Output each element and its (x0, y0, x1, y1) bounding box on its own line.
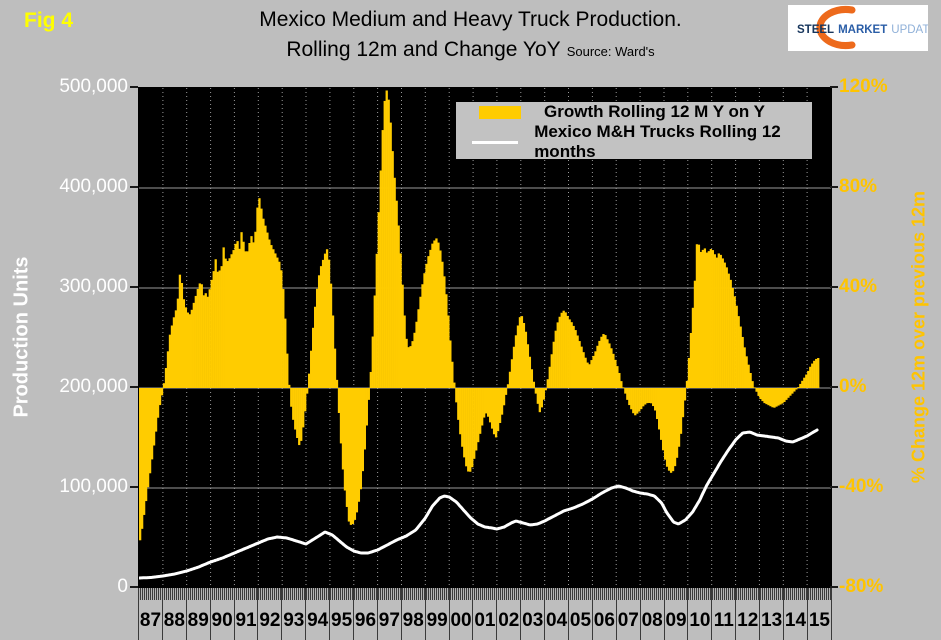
left-axis-tick-label: 500,000 (59, 76, 128, 97)
chart-subtitle: Rolling 12m and Change YoY Source: Ward's (0, 38, 941, 62)
right-axis-tick-label: -40% (839, 476, 884, 497)
left-axis-tick-mark (130, 286, 138, 288)
x-axis-year-label: 97 (376, 588, 401, 640)
legend: Growth Rolling 12 M Y on Y Mexico M&H Tr… (455, 101, 813, 162)
x-axis-year-label: 09 (663, 588, 688, 640)
x-axis-year-label: 12 (735, 588, 759, 640)
legend-item-production: Mexico M&H Trucks Rolling 12 months (456, 122, 812, 162)
x-axis-minor-tick-strip (138, 588, 832, 600)
bar-swatch-icon (479, 105, 521, 119)
x-axis-year-label: 00 (448, 588, 473, 640)
x-axis-year-label: 15 (806, 588, 831, 640)
x-axis-year-label: 91 (233, 588, 258, 640)
right-axis-tick-mark (830, 86, 838, 88)
x-axis-year-label: 96 (353, 588, 377, 640)
chart-title-block: Mexico Medium and Heavy Truck Production… (0, 8, 941, 62)
plot-area (138, 87, 832, 589)
chart-subtitle-text: Rolling 12m and Change YoY (286, 38, 561, 61)
legend-item-growth: Growth Rolling 12 M Y on Y (456, 102, 812, 122)
x-axis-year-label: 01 (472, 588, 496, 640)
right-axis-tick-mark (830, 286, 838, 288)
x-axis-year-label: 06 (591, 588, 616, 640)
x-axis-year-label: 10 (687, 588, 711, 640)
steel-market-update-logo: STEELMARKETUPDATE (788, 5, 937, 51)
left-axis-tick-mark (130, 386, 138, 388)
x-axis-year-label: 13 (759, 588, 783, 640)
left-axis-tick-label: 400,000 (59, 176, 128, 197)
x-axis-year-label: 92 (257, 588, 281, 640)
right-axis-tick-mark (830, 586, 838, 588)
x-axis-year-label: 98 (400, 588, 425, 640)
x-axis-year-label: 14 (783, 588, 807, 640)
right-axis-title: % Change 12m over previous 12m (908, 190, 929, 484)
left-axis-tick-mark (130, 186, 138, 188)
legend-label-production: Mexico M&H Trucks Rolling 12 months (534, 122, 781, 161)
legend-label-growth: Growth Rolling 12 M Y on Y (544, 102, 766, 121)
left-axis-tick-label: 0 (117, 576, 128, 597)
logo-text: STEELMARKETUPDATE (797, 24, 928, 36)
left-axis-tick-label: 100,000 (59, 476, 128, 497)
x-axis-year-label: 94 (305, 588, 329, 640)
x-axis-year-label: 93 (281, 588, 305, 640)
right-axis-tick-label: 120% (839, 76, 888, 97)
x-axis-year-label: 07 (615, 588, 640, 640)
x-axis-year-label: 89 (185, 588, 210, 640)
x-axis-year-label: 03 (520, 588, 544, 640)
left-axis-tick-label: 300,000 (59, 276, 128, 297)
logo-graphic: STEELMARKETUPDATE (797, 6, 937, 49)
right-axis-tick-label: -80% (839, 576, 884, 597)
left-axis-tick-mark (130, 486, 138, 488)
left-axis-tick-label: 200,000 (59, 376, 128, 397)
right-axis-tick-label: 80% (839, 176, 878, 197)
right-axis-tick-label: 0% (839, 376, 867, 397)
chart-plot (139, 88, 831, 588)
x-axis-year-label: 95 (329, 588, 353, 640)
left-axis-tick-mark (130, 586, 138, 588)
figure-number-label: Fig 4 (24, 9, 74, 32)
right-axis-tick-mark (830, 486, 838, 488)
right-axis-tick-label: 40% (839, 276, 878, 297)
chart-title: Mexico Medium and Heavy Truck Production… (259, 8, 682, 31)
x-axis-year-label: 99 (424, 588, 449, 640)
x-axis-year-label: 08 (639, 588, 664, 640)
x-axis-year-labels: 87 88 89 90 91 92 93 94 95 96 97 98 99 00 01 02 03 04 05 06… (138, 588, 832, 640)
x-axis-year-label: 11 (711, 588, 735, 640)
x-axis-year-label: 04 (544, 588, 568, 640)
x-axis-year-label: 87 (138, 588, 162, 640)
source-label: Source: Ward's (566, 44, 655, 59)
x-axis-year-label: 02 (496, 588, 520, 640)
x-axis-year-label: 88 (161, 588, 186, 640)
left-axis-tick-mark (130, 86, 138, 88)
line-swatch-icon (472, 140, 519, 144)
x-axis-year-label: 90 (209, 588, 234, 640)
right-axis-tick-mark (830, 386, 838, 388)
x-axis-year-label: 05 (568, 588, 592, 640)
right-axis-tick-mark (830, 186, 838, 188)
logo-swoosh-icon (816, 6, 856, 49)
